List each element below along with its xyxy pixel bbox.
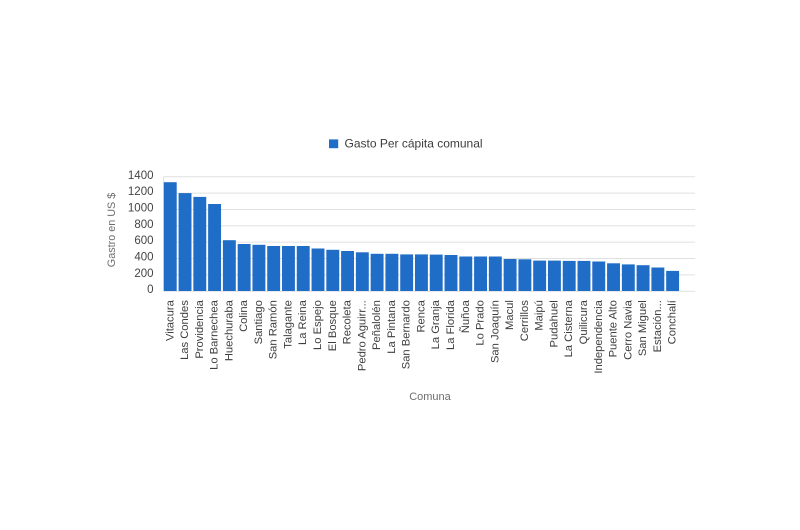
svg-text:Puente Alto: Puente Alto: [608, 300, 620, 357]
svg-text:1000: 1000: [128, 202, 154, 214]
svg-text:Colina: Colina: [238, 299, 250, 331]
svg-text:Recoleta: Recoleta: [342, 299, 354, 344]
svg-text:Estación...: Estación...: [652, 300, 664, 352]
svg-text:Lo Espejo: Lo Espejo: [312, 300, 324, 350]
svg-text:Gasto Per cápita comunal: Gasto Per cápita comunal: [345, 137, 483, 151]
svg-text:Talagante: Talagante: [282, 300, 294, 349]
svg-text:Lo Prado: Lo Prado: [475, 300, 487, 345]
svg-text:Comuna: Comuna: [409, 391, 451, 403]
svg-text:400: 400: [134, 252, 153, 264]
svg-text:La Reina: La Reina: [297, 299, 309, 345]
svg-text:Santiago: Santiago: [253, 300, 265, 344]
svg-text:Las Condes: Las Condes: [179, 300, 191, 360]
svg-text:Conchalí: Conchalí: [667, 299, 679, 344]
svg-text:San Miguel: San Miguel: [637, 300, 649, 356]
svg-text:Macul: Macul: [504, 300, 516, 330]
svg-text:El Bosque: El Bosque: [327, 300, 339, 351]
svg-text:Gastro en US $: Gastro en US $: [106, 193, 118, 267]
svg-text:Maipú: Maipú: [534, 300, 546, 330]
svg-text:Lo Barnechea: Lo Barnechea: [209, 299, 221, 369]
svg-text:La Granja: La Granja: [430, 299, 442, 349]
svg-text:Pedro Aguirr...: Pedro Aguirr...: [356, 300, 368, 371]
svg-text:0: 0: [147, 284, 153, 296]
svg-text:Vitacura: Vitacura: [164, 299, 176, 341]
svg-text:San Bernardo: San Bernardo: [401, 300, 413, 369]
svg-text:La Florida: La Florida: [445, 299, 457, 350]
svg-text:San Joaquín: San Joaquín: [489, 300, 501, 363]
svg-text:La Pintana: La Pintana: [386, 299, 398, 353]
svg-text:Providencia: Providencia: [194, 299, 206, 358]
svg-text:Cerro Navia: Cerro Navia: [622, 299, 634, 359]
svg-text:Ñuñoa: Ñuñoa: [459, 299, 472, 333]
svg-text:200: 200: [134, 268, 153, 280]
svg-text:Pudahuel: Pudahuel: [548, 300, 560, 347]
svg-text:Independencia: Independencia: [593, 299, 605, 373]
svg-text:Quilicura: Quilicura: [578, 299, 590, 344]
svg-text:San Ramón: San Ramón: [268, 300, 280, 359]
svg-text:1200: 1200: [128, 186, 154, 198]
svg-text:La Cisterna: La Cisterna: [563, 299, 575, 357]
svg-text:800: 800: [134, 219, 153, 231]
svg-text:Cerrillos: Cerrillos: [519, 300, 531, 341]
svg-text:600: 600: [134, 235, 153, 247]
svg-text:1400: 1400: [128, 170, 154, 182]
svg-text:Renca: Renca: [415, 299, 427, 332]
svg-text:Huechuraba: Huechuraba: [223, 299, 235, 361]
svg-text:Peñalolén: Peñalolén: [371, 300, 383, 350]
